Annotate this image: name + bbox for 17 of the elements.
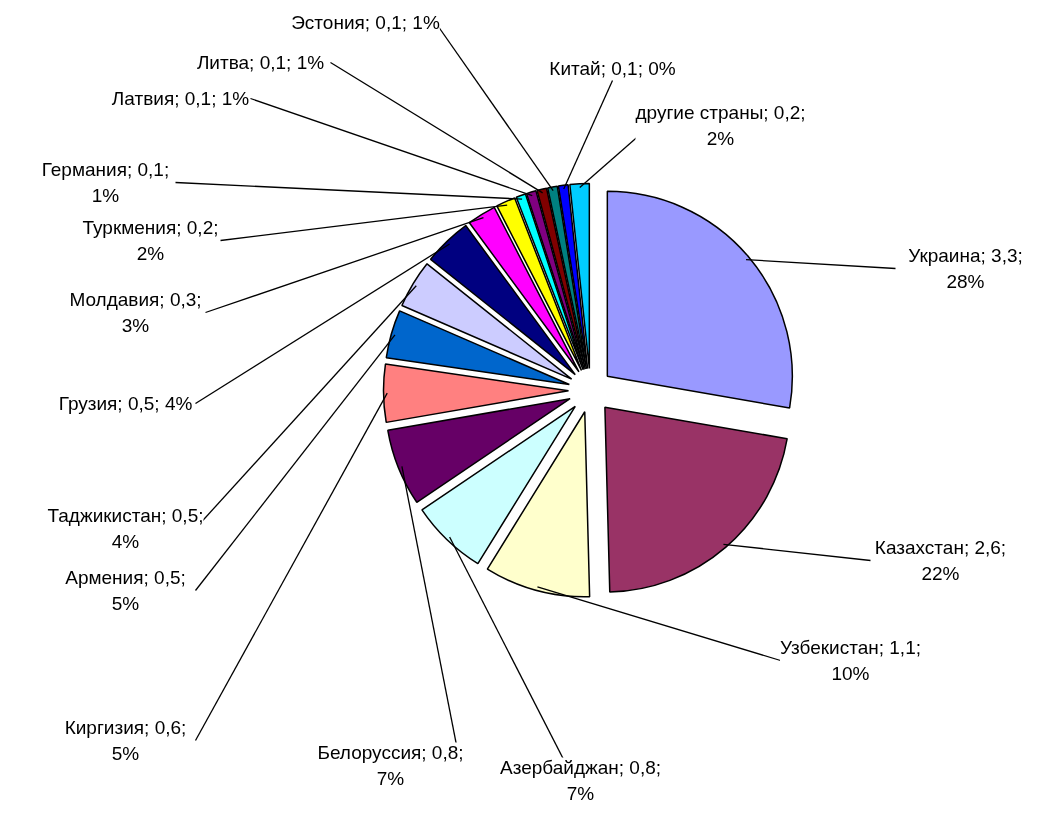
slice-label: Украина; 3,3; 28% (908, 245, 1023, 292)
slice-label: Казахстан; 2,6; 22% (874, 537, 1007, 584)
slice-label: Молдавия; 0,3; 3% (69, 289, 202, 336)
slice-label: Германия; 0,1; 1% (41, 159, 170, 206)
slice-label: Таджикистан; 0,5; 4% (47, 505, 204, 552)
slice-label: Киргизия; 0,6; 5% (64, 717, 187, 764)
slice-label: другие страны; 0,2; 2% (635, 102, 806, 149)
slice-label: Туркмения; 0,2; 2% (82, 217, 219, 264)
slice-label: Белоруссия; 0,8; 7% (317, 742, 464, 789)
slice-label: Азербайджан; 0,8; 7% (499, 757, 662, 804)
slice-label: Латвия; 0,1; 1% (111, 88, 250, 109)
slice-label: Литва; 0,1; 1% (196, 52, 325, 73)
slice-label: Армения; 0,5; 5% (65, 567, 186, 614)
slice-label: Грузия; 0,5; 4% (58, 393, 193, 414)
slice-label: Эстония; 0,1; 1% (291, 12, 440, 33)
slice-label: Китай; 0,1; 0% (549, 58, 676, 79)
slice-label: Узбекистан; 1,1; 10% (780, 637, 921, 684)
